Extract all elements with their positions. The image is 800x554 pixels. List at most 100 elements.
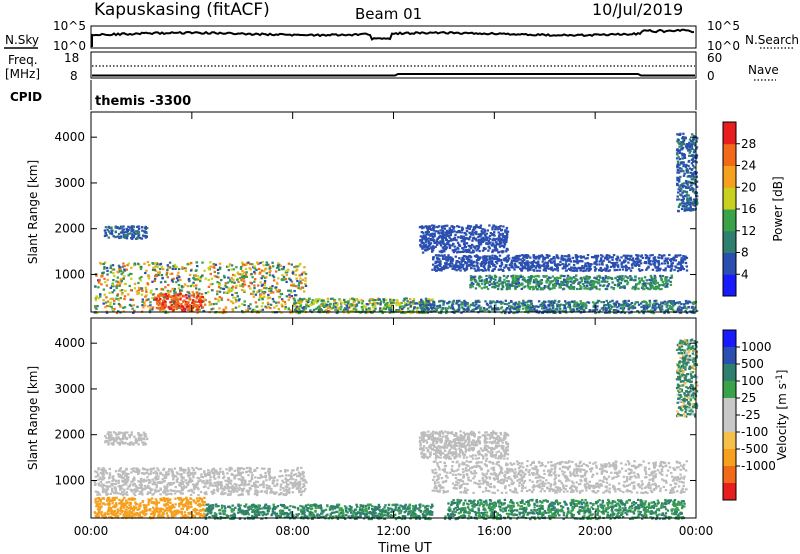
power-cell xyxy=(530,275,533,278)
power-cell xyxy=(513,307,516,311)
power-cell xyxy=(670,260,673,263)
power-cell xyxy=(278,268,281,271)
power-cell xyxy=(615,258,619,261)
power-cell xyxy=(318,305,321,308)
power-cell xyxy=(127,225,130,228)
freq-left-tick-bottom: 8 xyxy=(70,69,78,83)
power-cell xyxy=(140,293,144,296)
power-cell xyxy=(323,301,327,304)
power-cell xyxy=(293,310,297,313)
power-cell xyxy=(678,185,682,188)
power-cell xyxy=(116,293,120,296)
power-cell xyxy=(629,275,632,278)
power-cell xyxy=(245,261,249,264)
power-cell xyxy=(376,302,379,305)
velocity-cell xyxy=(192,468,195,471)
power-cell xyxy=(145,288,148,291)
power-cell xyxy=(556,307,559,310)
power-cell xyxy=(438,250,442,253)
power-cell xyxy=(137,234,140,237)
power-cell xyxy=(480,282,484,285)
power-cell xyxy=(277,289,281,292)
power-cell xyxy=(613,264,616,267)
power-cell xyxy=(487,236,490,239)
power-cell xyxy=(479,242,482,245)
power-cell xyxy=(533,269,536,272)
power-cell xyxy=(557,263,560,266)
power-cell xyxy=(607,283,611,286)
power-cell xyxy=(385,305,389,308)
power-cell xyxy=(331,297,335,300)
power-cell xyxy=(452,251,456,254)
power-cell xyxy=(438,235,441,238)
power-cell xyxy=(611,256,614,259)
power-cell xyxy=(432,258,435,261)
power-cell xyxy=(531,285,535,288)
power-cell xyxy=(210,277,214,280)
power-cell xyxy=(461,266,464,269)
power-cell xyxy=(232,273,235,276)
power-cell xyxy=(658,253,661,257)
power-cell xyxy=(290,291,293,294)
power-cell xyxy=(247,285,251,288)
power-cell xyxy=(631,257,635,260)
power-cell xyxy=(243,289,246,292)
power-cell xyxy=(480,238,484,241)
power-cell xyxy=(144,227,147,230)
power-cell xyxy=(262,275,265,278)
power-cell xyxy=(481,228,484,231)
power-cell xyxy=(364,305,368,308)
power-cell xyxy=(631,264,634,267)
power-cell xyxy=(207,266,210,270)
power-cell xyxy=(105,304,109,308)
power-cell xyxy=(538,266,542,269)
power-cell xyxy=(671,265,674,268)
power-cell xyxy=(539,304,542,307)
power-cell xyxy=(503,281,506,284)
power-cell xyxy=(632,259,635,262)
power-cell xyxy=(528,287,532,291)
power-cell xyxy=(277,277,280,280)
power-cell xyxy=(501,232,505,235)
power-cell xyxy=(384,307,388,311)
power-cell xyxy=(484,257,488,260)
power-cell xyxy=(424,239,427,242)
power-cell xyxy=(556,277,560,280)
power-cell xyxy=(298,264,301,267)
power-cell xyxy=(637,277,641,280)
power-cell xyxy=(465,267,469,270)
power-cell xyxy=(598,263,601,266)
power-cell xyxy=(584,264,587,267)
power-cell xyxy=(598,276,602,279)
power-cell xyxy=(209,272,212,276)
power-cell xyxy=(498,233,502,236)
power-cell xyxy=(510,266,513,269)
power-cell xyxy=(543,304,547,307)
power-cell xyxy=(395,308,398,312)
power-cell xyxy=(501,235,505,238)
power-cell xyxy=(475,261,478,264)
velocity-cell xyxy=(138,492,141,495)
power-cell xyxy=(136,232,140,235)
power-cell xyxy=(534,266,537,269)
power-cell xyxy=(215,275,218,278)
colorbar-block xyxy=(723,122,736,145)
power-cell xyxy=(541,255,545,258)
power-cell xyxy=(139,279,142,282)
power-cell xyxy=(459,266,463,269)
power-cell xyxy=(116,294,119,297)
date-title: 10/Jul/2019 xyxy=(592,0,683,19)
power-cell xyxy=(115,280,118,283)
colorbar-tick-label: 24 xyxy=(741,159,756,173)
power-cell xyxy=(395,304,398,307)
power-cell xyxy=(471,285,474,288)
power-cell xyxy=(245,271,248,274)
power-cell xyxy=(662,284,665,287)
power-cell xyxy=(642,280,645,283)
freq-right-tick-top: 60 xyxy=(707,51,722,65)
power-cell xyxy=(201,306,205,309)
power-cell xyxy=(462,242,466,246)
power-cell xyxy=(546,280,549,283)
power-cell xyxy=(269,269,272,272)
power-cell xyxy=(195,284,198,287)
